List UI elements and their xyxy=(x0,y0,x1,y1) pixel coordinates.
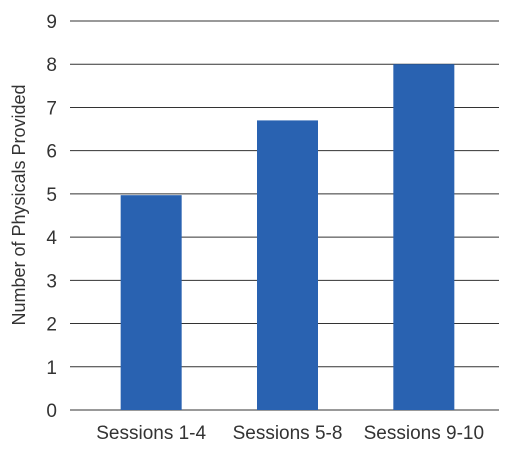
y-tick-label: 3 xyxy=(46,271,57,292)
bars xyxy=(120,64,455,411)
y-tick-label: 4 xyxy=(46,228,57,249)
y-tick-label: 2 xyxy=(46,315,57,336)
y-tick-label: 5 xyxy=(46,185,57,206)
bar xyxy=(120,195,182,410)
y-tick-label: 7 xyxy=(46,98,57,119)
y-tick-label: 0 xyxy=(46,401,57,422)
x-axis-labels: Sessions 1-4 Sessions 5-8 Sessions 9-10 xyxy=(96,423,484,444)
bar xyxy=(393,64,455,410)
y-tick-label: 1 xyxy=(46,358,57,379)
x-category-label: Sessions 9-10 xyxy=(364,423,484,444)
y-tick-label: 6 xyxy=(46,142,57,163)
x-category-label: Sessions 5-8 xyxy=(233,423,343,444)
bar xyxy=(257,120,318,411)
y-tick-label: 8 xyxy=(46,55,57,76)
y-axis-title: Number of Physicals Provided xyxy=(9,84,29,325)
y-axis-ticks: 0 1 2 3 4 5 6 7 8 9 xyxy=(46,12,57,422)
x-category-label: Sessions 1-4 xyxy=(96,423,206,444)
y-tick-label: 9 xyxy=(46,12,57,33)
